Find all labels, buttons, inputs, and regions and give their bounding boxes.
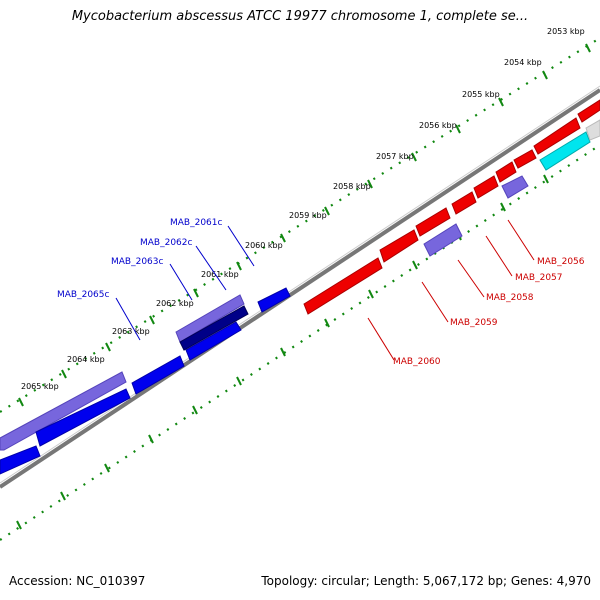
gene-label[interactable]: MAB_2059 [450,318,498,328]
gene-label[interactable]: MAB_2062c [140,238,193,248]
accession-text: Accession: NC_010397 [9,574,146,588]
gene-label[interactable]: MAB_2065c [57,290,110,300]
kbp-label: 2056 kbp [419,121,457,130]
gene-labels: MAB_2061c MAB_2062c MAB_2063c MAB_2065c … [57,218,585,367]
gene-arrow[interactable] [451,191,477,215]
gene-arrow[interactable] [131,355,185,395]
gene-arrow[interactable] [577,99,600,123]
kbp-labels: 2053 kbp 2054 kbp 2055 kbp 2056 kbp 2057… [21,27,585,391]
kbp-label: 2065 kbp [21,382,59,391]
inner-major-ticks [16,174,549,530]
gene-label[interactable]: MAB_2060 [393,357,441,367]
gene-label[interactable]: MAB_2057 [515,273,563,283]
gene-arrow[interactable] [175,294,245,343]
gene-arrow[interactable] [415,207,451,237]
gene-arrow[interactable] [473,175,499,199]
kbp-label: 2061 kbp [201,270,239,279]
kbp-label: 2062 kbp [156,299,194,308]
genome-summary-text: Topology: circular; Length: 5,067,172 bp… [261,574,591,588]
inner-tick-ring [0,144,600,541]
kbp-label: 2053 kbp [547,27,585,36]
gene-label[interactable]: MAB_2056 [537,257,585,267]
gene-arrow[interactable] [379,229,419,263]
kbp-label: 2057 kbp [376,152,414,161]
gene-arrow[interactable] [35,388,131,447]
outer-major-ticks [18,43,591,407]
gene-arrow[interactable] [179,305,249,351]
kbp-label: 2054 kbp [504,58,542,67]
gene-arrow[interactable] [513,149,537,169]
gene-label[interactable]: MAB_2061c [170,218,223,228]
forward-genes [0,287,291,475]
kbp-label: 2055 kbp [462,90,500,99]
kbp-label: 2058 kbp [333,182,371,191]
gene-arrow[interactable] [533,117,581,155]
map-title: Mycobacterium abscessus ATCC 19977 chrom… [71,9,529,24]
gene-arrow[interactable] [303,257,383,315]
gene-arrow[interactable] [585,119,600,141]
gene-arrow[interactable] [495,161,517,183]
kbp-label: 2059 kbp [289,211,327,220]
backbone [0,85,600,489]
gene-arrow[interactable] [257,287,291,313]
kbp-label: 2060 kbp [245,241,283,250]
gene-arrow[interactable] [185,321,242,361]
gene-arrow[interactable] [501,175,529,199]
gene-label[interactable]: MAB_2058 [486,293,534,303]
reverse-genes [303,99,600,315]
gene-arrow[interactable] [423,223,463,257]
label-leaders [115,219,535,361]
gene-arrow[interactable] [0,371,127,451]
kbp-label: 2063 kbp [112,327,150,336]
gene-arrow[interactable] [0,445,41,475]
gene-arrow[interactable] [539,131,591,171]
gene-label[interactable]: MAB_2063c [111,257,164,267]
kbp-label: 2064 kbp [67,355,105,364]
